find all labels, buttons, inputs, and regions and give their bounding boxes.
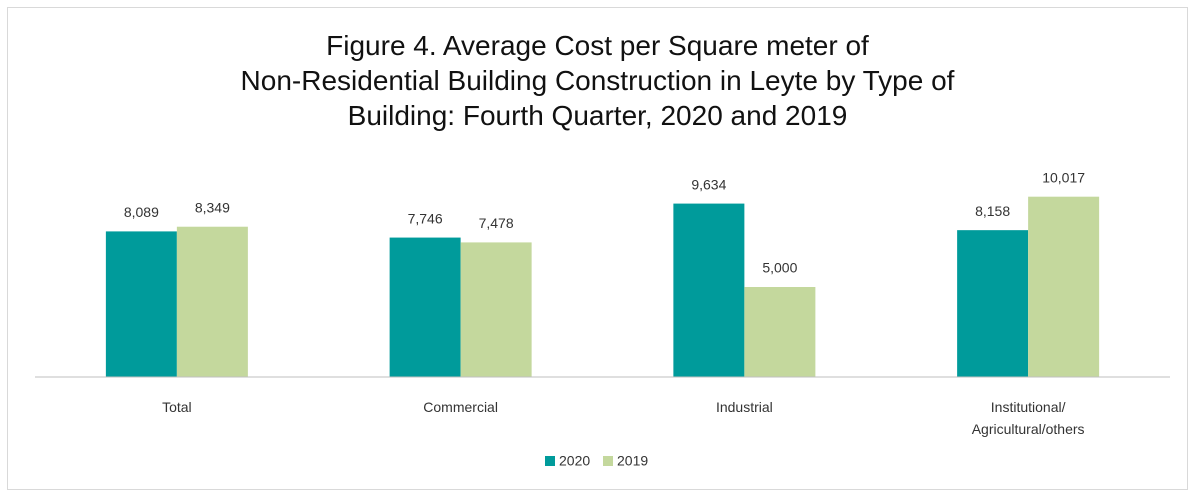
legend-swatch: [545, 456, 555, 466]
bar: [176, 226, 248, 377]
x-tick-label: Commercial: [423, 399, 498, 415]
data-label: 5,000: [762, 260, 797, 276]
legend-label: 2019: [617, 453, 648, 469]
bar: [744, 287, 816, 377]
data-label: 8,349: [195, 199, 230, 215]
x-tick-label: Industrial: [715, 399, 773, 415]
bar: [389, 237, 461, 377]
legend-swatch: [603, 456, 613, 466]
data-label: 8,158: [975, 203, 1010, 219]
data-label: 7,746: [408, 210, 443, 226]
bar: [673, 203, 745, 377]
legend-label: 2020: [559, 453, 590, 469]
data-label: 8,089: [124, 204, 159, 220]
data-label: 7,478: [479, 215, 514, 231]
x-tick-label: Institutional/ Agricultural/others: [971, 399, 1085, 437]
data-label: 9,634: [691, 176, 726, 192]
bar: [957, 230, 1029, 377]
bar: [460, 242, 532, 377]
bar: [105, 231, 177, 377]
chart-title: Figure 4. Average Cost per Square meter …: [240, 30, 955, 131]
bar: [1028, 196, 1100, 377]
x-tick-label: Total: [162, 399, 192, 415]
data-label: 10,017: [1042, 169, 1085, 185]
